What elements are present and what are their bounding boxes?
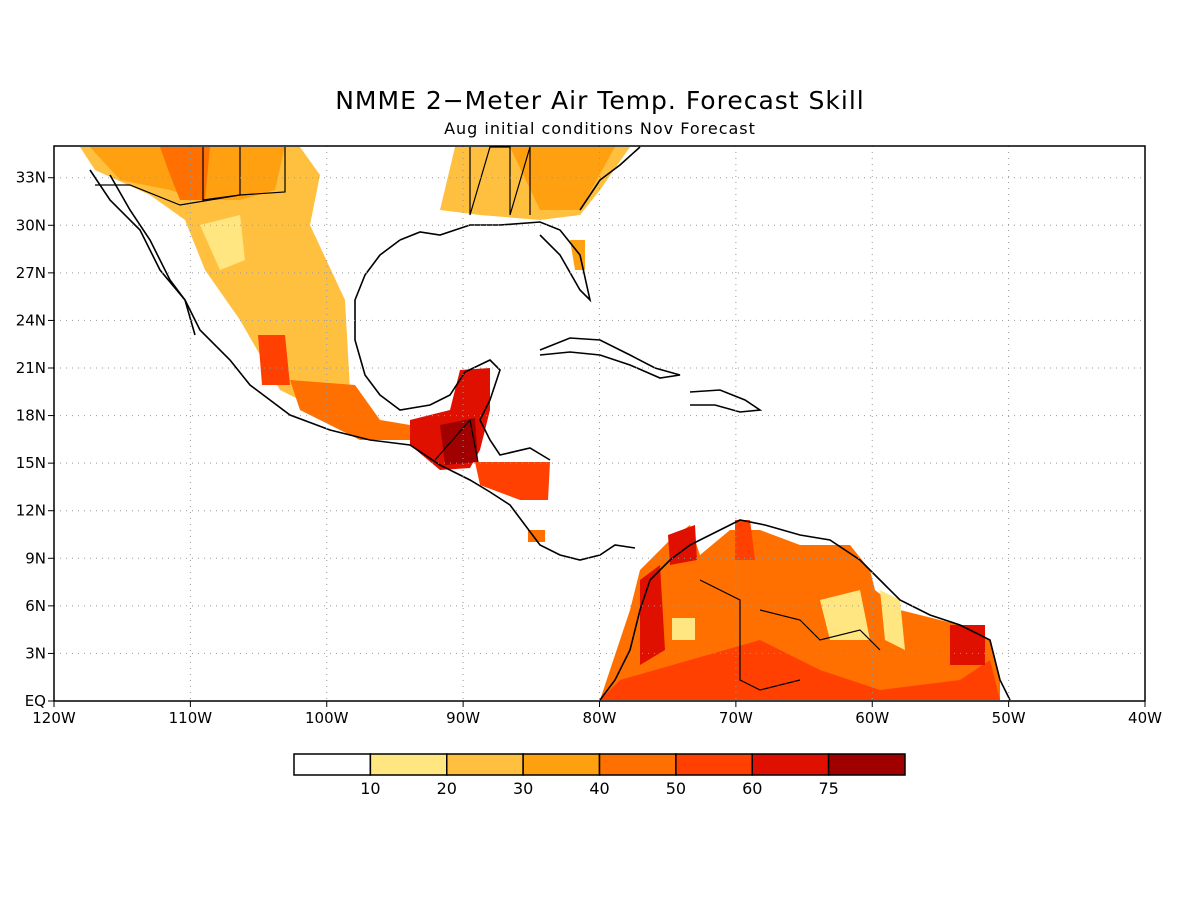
colorbar-label: 30 [513, 779, 533, 798]
skill-region-colombia-north [668, 525, 697, 565]
lat-tick-label: 12N [16, 502, 46, 520]
border-us-states [202, 147, 241, 201]
border-guatemala [434, 418, 479, 463]
lat-tick-label: 27N [16, 264, 46, 282]
skill-region-az-hot [160, 147, 210, 200]
lon-tick-label: 40W [1128, 709, 1162, 727]
lat-tick-label: 9N [25, 549, 46, 567]
colorbar-label: 10 [360, 779, 380, 798]
colorbar-segment [369, 753, 448, 776]
colorbar-label: 20 [437, 779, 457, 798]
lon-tick-label: 110W [169, 709, 213, 727]
lat-tick-label: 15N [16, 454, 46, 472]
skill-region-mexico-inner [200, 215, 245, 270]
coastline-mexico-gulf [354, 239, 551, 461]
colorbar-label: 60 [742, 779, 762, 798]
skill-region-northern-south-america [600, 525, 1000, 700]
colorbar-segment [293, 753, 372, 776]
coastline-cuba [539, 337, 681, 379]
skill-field-layer [80, 147, 1000, 700]
grid-layer [54, 146, 1145, 701]
lon-tick-label: 90W [446, 709, 480, 727]
border-southeast-states [469, 146, 531, 216]
lat-tick-label: 24N [16, 311, 46, 329]
lon-tick-label: 120W [32, 709, 76, 727]
skill-region-honduras [475, 462, 550, 500]
border-brazil-guyana [759, 609, 881, 651]
skill-region-venezuela-north [735, 520, 755, 560]
skill-region-amapa [950, 625, 985, 665]
lon-tick-label: 70W [719, 709, 753, 727]
skill-region-guiana-light [880, 590, 905, 650]
colorbar-segment [827, 753, 906, 776]
coastline-south-america [599, 519, 1011, 701]
lon-tick-label: 100W [305, 709, 349, 727]
lat-tick-layer: EQ 3N 6N 9N 12N 15N 18N 21N 24N 27N 30N 33N [16, 169, 54, 710]
coastline-gulf [399, 221, 592, 303]
skill-region-south-mexico [290, 380, 410, 440]
border-venezuela-colombia [699, 579, 801, 691]
colorbar: 10 20 30 40 50 60 75 [293, 753, 906, 798]
lon-tick-label: 60W [855, 709, 889, 727]
lat-tick-label: 30N [16, 216, 46, 234]
coastline-east-us [579, 146, 641, 211]
skill-region-georgia [510, 147, 615, 210]
lon-tick-label: 50W [992, 709, 1026, 727]
coastline-baja [109, 174, 196, 336]
lat-tick-label: 21N [16, 359, 46, 377]
skill-region-west-mexico-coast [258, 335, 290, 385]
colorbar-segment [522, 753, 601, 776]
lat-tick-label: 33N [16, 169, 46, 187]
border-layer [95, 146, 881, 691]
lat-tick-label: 6N [25, 597, 46, 615]
skill-region-colombia-light [672, 618, 695, 640]
colorbar-segment [675, 753, 753, 776]
skill-region-guatemala [440, 418, 478, 465]
lat-tick-label: EQ [25, 692, 46, 710]
colorbar-segment [751, 753, 830, 776]
skill-region-amazon-south [600, 640, 1000, 700]
coastline-hispaniola [689, 389, 763, 413]
colorbar-segment [598, 753, 677, 776]
lat-tick-label: 3N [25, 644, 46, 662]
skill-region-guyana-light [820, 590, 870, 640]
border-us-mexico [95, 147, 286, 206]
coastline-layer [89, 146, 1011, 701]
colorbar-label: 75 [818, 779, 838, 798]
map-title: NMME 2−Meter Air Temp. Forecast Skill [335, 86, 865, 115]
colorbar-label: 50 [666, 779, 686, 798]
lon-tick-label: 80W [583, 709, 617, 727]
lon-tick-layer: 120W 110W 100W 90W 80W 70W 60W 50W 40W [32, 701, 1162, 727]
map-subtitle: Aug initial conditions Nov Forecast [444, 119, 756, 138]
lat-tick-label: 18N [16, 407, 46, 425]
colorbar-segment [446, 753, 524, 776]
colorbar-label: 40 [589, 779, 609, 798]
skill-region-costa-rica [528, 530, 545, 542]
